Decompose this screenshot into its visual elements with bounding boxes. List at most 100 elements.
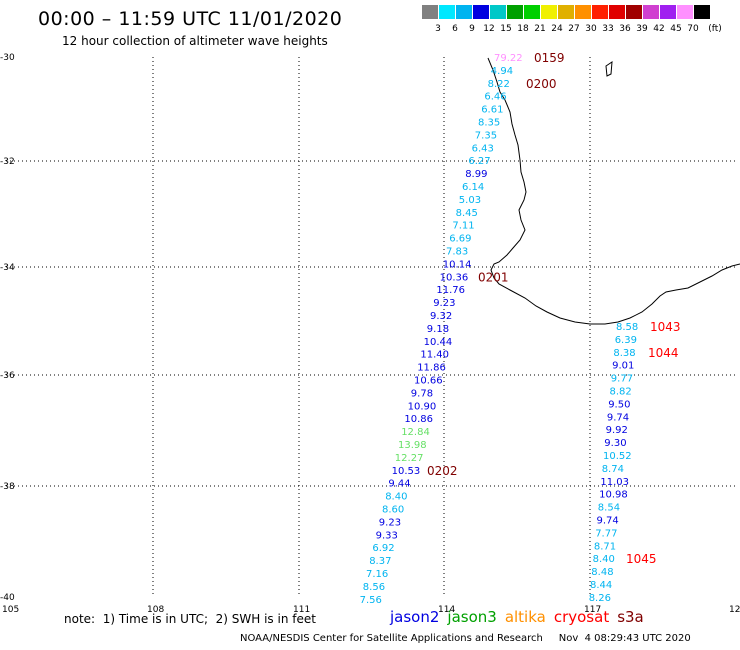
satellite-pass-east: 8.58 6.39 8.38 9.01 9.77 8.829.50 9.74 9.92 9.30… [589,320,681,604]
wave-height-label: 8.58 [616,322,638,333]
wave-height-label: 11.86 [417,363,446,374]
wave-height-label: 8.44 [590,580,612,591]
lon-tick-label: 105 [2,605,19,615]
wave-height-label: 5.03 [459,195,481,206]
latitude-labels: -30 -32 -34 -36 -38 -40 [0,53,15,603]
legend-swatch [643,5,659,19]
wave-height-label: 8.26 [589,593,611,604]
legend-swatch [541,5,557,19]
lat-tick-label: -30 [0,53,15,63]
wave-height-label: 8.37 [369,556,391,567]
footer-note: note: 1) Time is in UTC; 2) SWH is in fe… [64,612,316,626]
lon-tick-label: 108 [147,605,164,615]
legend-swatch-label: 45 [670,24,682,34]
pass-time-label: 1044 [648,346,679,360]
legend-unit: (ft) [708,24,722,34]
legend-swatch-label: 33 [602,24,614,34]
wave-height-label: 6.39 [615,335,637,346]
lat-tick-label: -38 [0,482,15,492]
wave-height-label: 79.22 [494,53,523,64]
wave-height-label: 9.77 [611,374,633,385]
wave-height-label: 11.40 [420,350,449,361]
legend-swatch-label: 42 [653,24,665,34]
legend-swatch [524,5,540,19]
pass-time-label: 1043 [650,320,681,334]
legend-swatch-label: 21 [534,24,546,34]
wave-height-label: 9.78 [411,388,433,399]
legend-swatch [626,5,642,19]
legend-swatch [575,5,591,19]
wave-height-label: 7.16 [366,569,388,580]
lat-tick-label: -40 [0,593,15,603]
wave-height-label: 8.48 [591,567,613,578]
wave-height-label: 10.86 [404,414,433,425]
wave-height-label: 8.38 [613,348,635,359]
wave-height-label: 8.56 [363,582,385,593]
pass-time-label: 0202 [427,464,458,478]
credit-line: NOAA/NESDIS Center for Satellite Applica… [240,633,691,644]
wave-height-label: 8.82 [610,387,632,398]
wave-height-label: 7.35 [475,130,497,141]
wave-height-label: 6.69 [449,234,471,245]
wave-height-label: 8.40 [593,554,615,565]
satellite-name: cryosat [553,608,610,626]
wave-height-label: 9.44 [388,479,410,490]
wave-height-label: 6.27 [468,156,490,167]
wave-height-label: 8.40 [385,492,407,503]
wave-height-label: 9.01 [612,361,634,372]
wave-height-label: 9.32 [430,311,452,322]
lat-lon-grid [6,57,735,597]
wave-height-label: 6.92 [372,543,394,554]
wave-height-label: 10.52 [603,451,632,462]
wave-height-label: 6.14 [462,182,484,193]
wave-height-label: 9.92 [606,425,628,436]
wave-height-label: 9.50 [608,399,630,410]
pass-time-label: 0159 [534,51,565,65]
legend-swatch-label: 27 [568,24,580,34]
satellite-legend: jason2 jason3 altika cryosat s3a [390,608,652,626]
wave-height-label: 10.36 [440,272,469,283]
wave-height-label: 7.83 [446,247,468,258]
legend-swatch [507,5,523,19]
wave-height-label: 11.76 [436,285,465,296]
legend-swatch [677,5,693,19]
legend-swatch-label: 24 [551,24,563,34]
pass-time-label: 0201 [478,270,509,284]
satellite-pass-west: 79.22 4.94 8.22 6.46 6.61 8.357.35 6.43 6.27 8.9… [360,51,565,606]
wave-height-label: 10.98 [599,490,628,501]
legend-swatch [473,5,489,19]
legend-swatch-label: 9 [469,24,475,34]
legend-swatch-label: 30 [585,24,597,34]
wave-height-label: 12.27 [395,453,424,464]
pass-time-label: 1045 [626,552,657,566]
wave-height-label: 10.66 [414,376,443,387]
wave-height-label: 8.74 [602,464,624,475]
wave-height-label: 9.23 [379,517,401,528]
legend-swatch [439,5,455,19]
legend-swatch-label: 39 [636,24,648,34]
satellite-name: altika [504,608,546,626]
legend-swatch [490,5,506,19]
wave-height-label: 8.71 [594,541,616,552]
wave-height-label: 6.43 [472,143,494,154]
legend-swatch [694,5,710,19]
wave-height-label: 7.77 [595,528,617,539]
page-subtitle: 12 hour collection of altimeter wave hei… [62,34,328,48]
wave-height-label: 10.53 [392,466,421,477]
page-title: 00:00 – 11:59 UTC 11/01/2020 [38,8,343,30]
wave-height-label: 10.44 [424,337,453,348]
wave-height-label: 10.14 [443,259,472,270]
wave-height-label: 7.56 [360,595,382,606]
wave-height-label: 8.54 [598,503,620,514]
lat-tick-label: -36 [0,371,15,381]
lon-tick-label: 120 [729,605,740,615]
wave-height-label: 4.94 [491,66,513,77]
satellite-name: s3a [617,608,644,626]
wave-height-label: 8.35 [478,118,500,129]
longitude-labels: 105 108 111 114 117 120 [2,605,740,615]
lon-tick-label: 111 [293,605,310,615]
legend-swatch [609,5,625,19]
lat-tick-label: -32 [0,157,15,167]
lat-tick-label: -34 [0,263,15,273]
